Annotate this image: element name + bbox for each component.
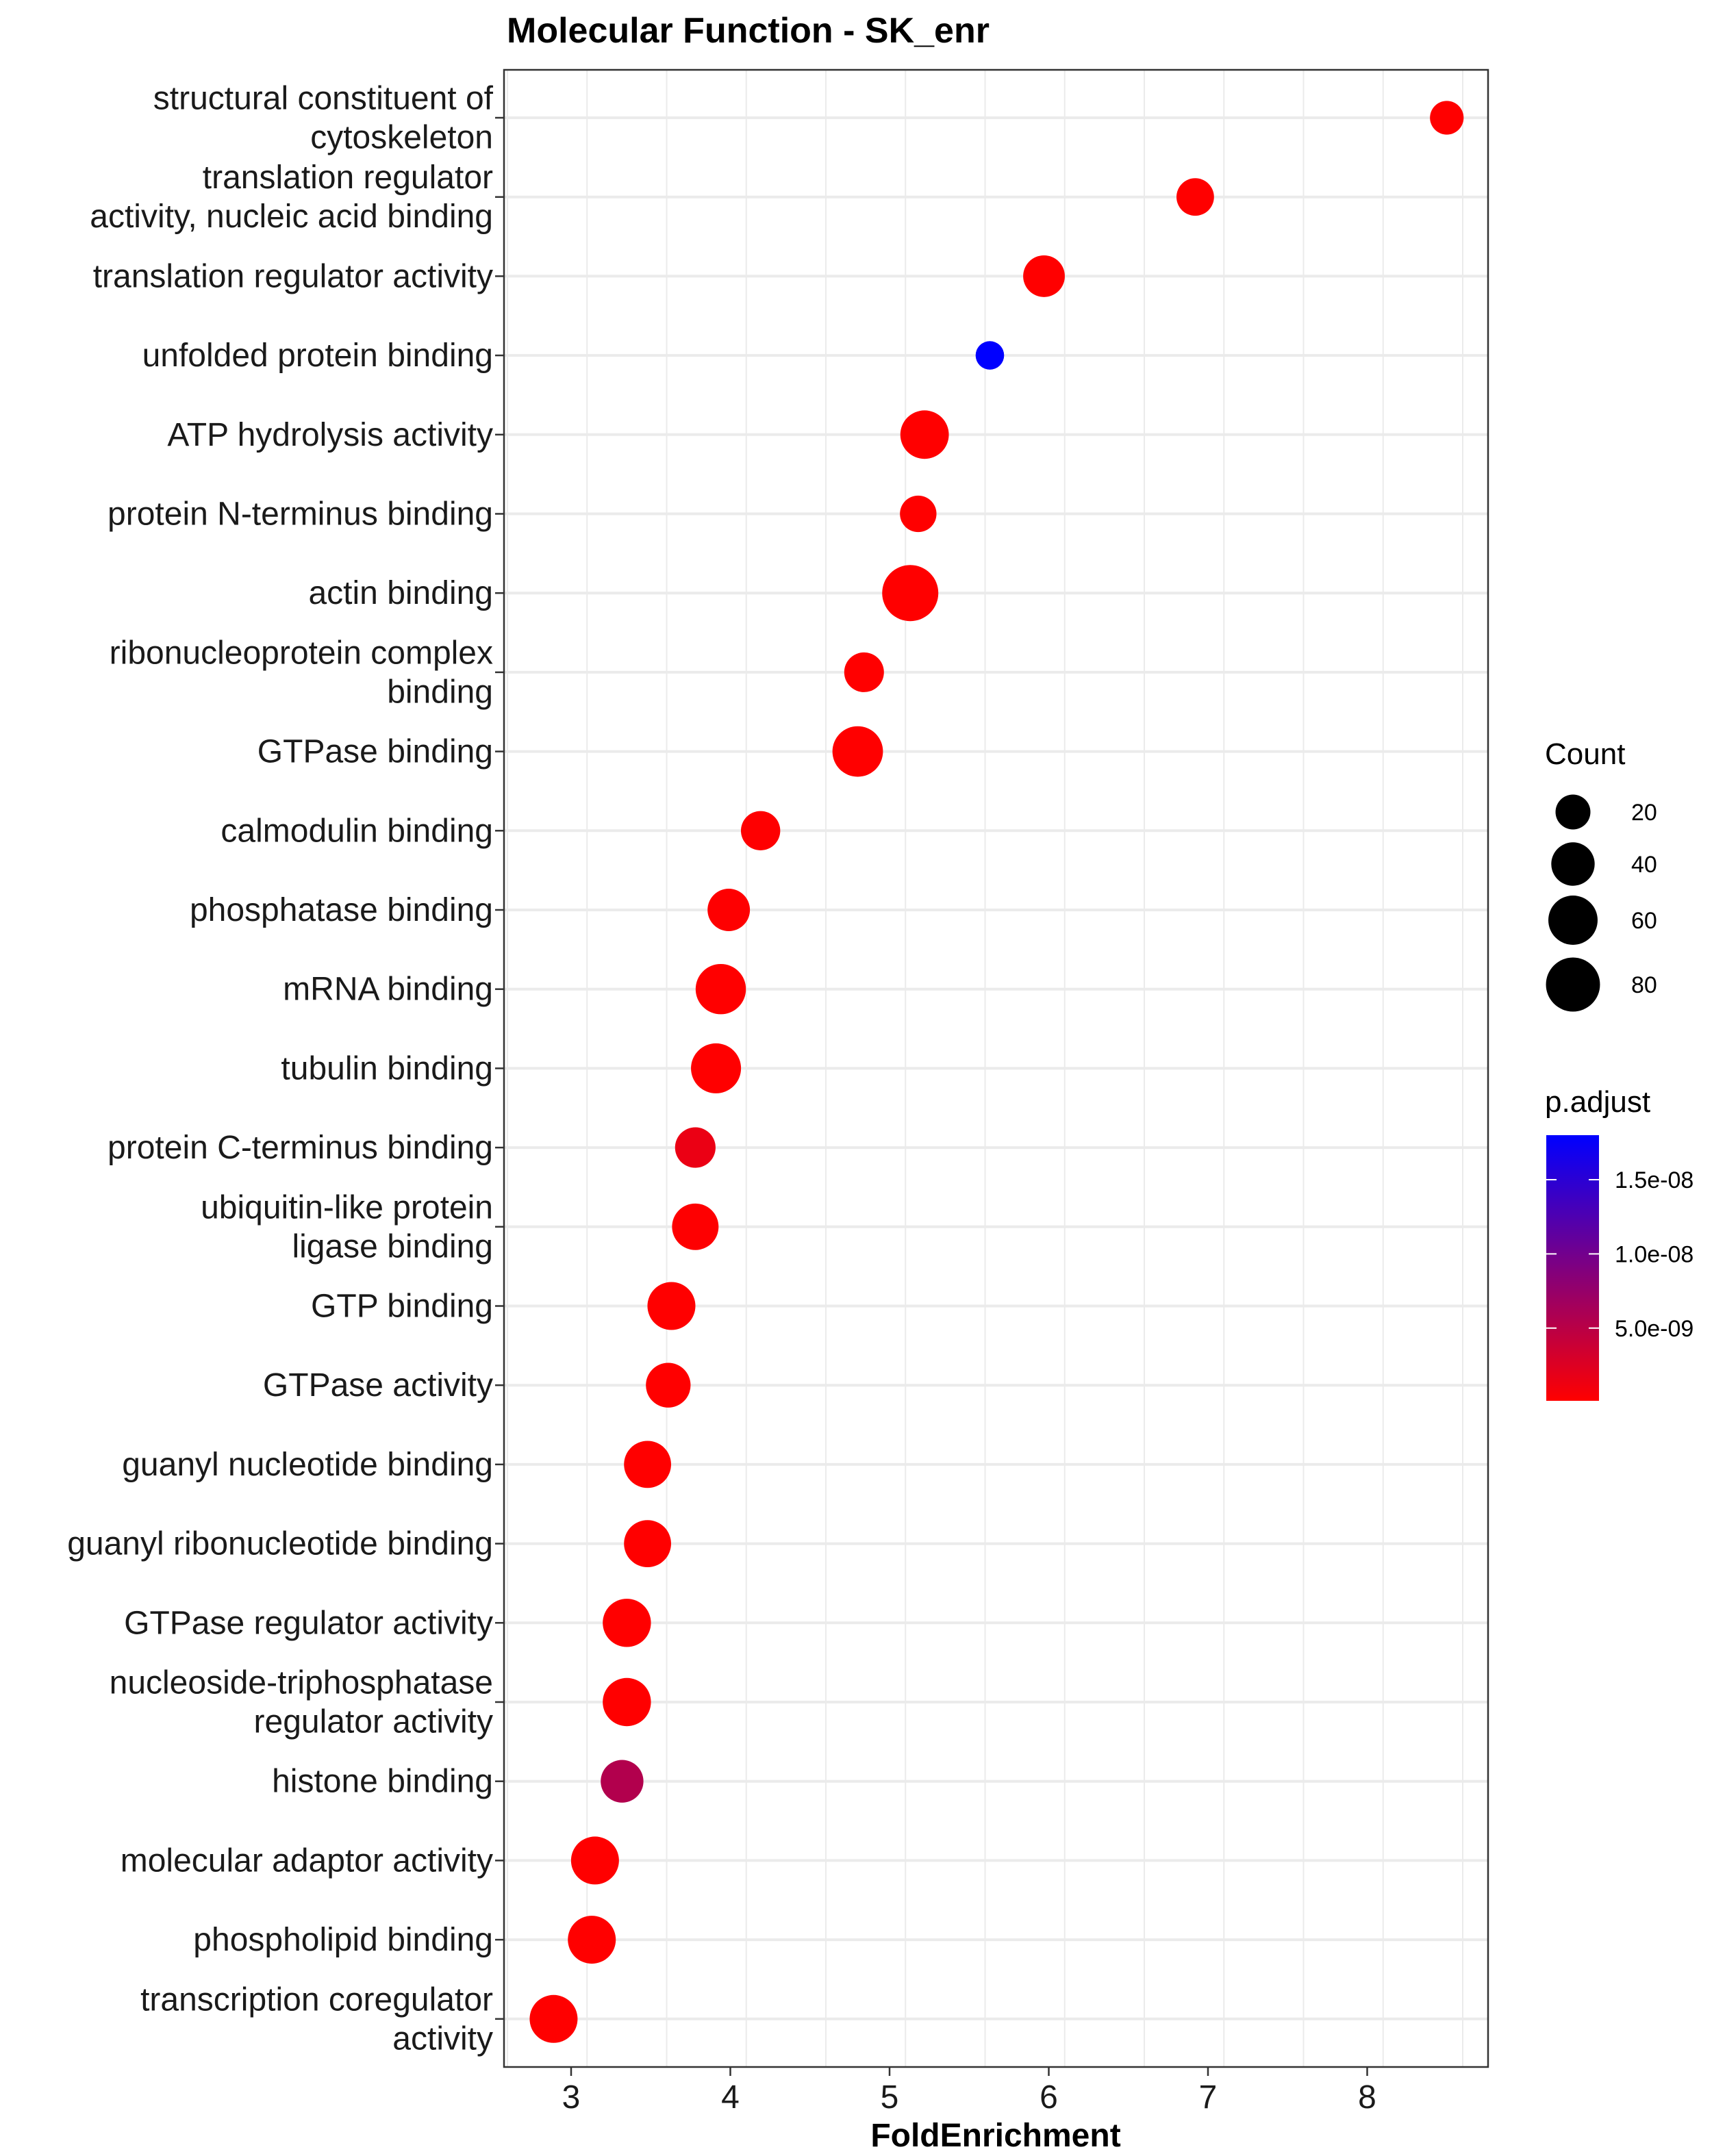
size-legend: Count 20 40 60 80 xyxy=(1545,737,1657,1012)
y-tick-label: phospholipid binding xyxy=(193,1922,493,1958)
data-point xyxy=(568,1916,616,1964)
data-point xyxy=(647,1282,696,1330)
y-tick-label: structural constituent of cytoskeleton xyxy=(153,81,494,156)
data-point xyxy=(707,889,751,931)
y-tick-label: nucleoside-triphosphatase regulator activ… xyxy=(110,1665,493,1740)
data-point xyxy=(603,1677,651,1727)
y-tick-label: GTPase activity xyxy=(263,1367,493,1404)
y-tick-label: ribonucleoprotein complex binding xyxy=(110,635,493,710)
chart-title: Molecular Function - SK_enr xyxy=(507,11,990,51)
y-tick-label: GTPase binding xyxy=(257,734,493,770)
size-legend-key xyxy=(1551,842,1595,886)
y-tick-label: tubulin binding xyxy=(281,1050,493,1087)
data-point xyxy=(844,652,884,692)
x-tick-label: 3 xyxy=(562,2079,581,2116)
size-legend-label: 20 xyxy=(1631,800,1657,826)
data-point xyxy=(603,1599,651,1647)
y-tick-label: actin binding xyxy=(308,575,493,611)
data-point xyxy=(1023,255,1065,297)
color-legend-title: p.adjust xyxy=(1545,1085,1650,1119)
y-tick-label: transcription coregulator activity xyxy=(140,1981,493,2057)
x-tick-label: 6 xyxy=(1040,2079,1058,2116)
y-tick-label: GTPase regulator activity xyxy=(124,1605,493,1641)
x-tick-label: 4 xyxy=(721,2079,740,2116)
size-legend-key xyxy=(1546,957,1600,1012)
y-tick-label: unfolded protein binding xyxy=(142,338,493,374)
data-point xyxy=(691,1043,742,1093)
y-tick-label: phosphatase binding xyxy=(190,892,493,928)
x-tick-label: 5 xyxy=(881,2079,899,2116)
grid-lines xyxy=(504,70,1488,2067)
x-axis-title: FoldEnrichment xyxy=(870,2118,1120,2154)
y-tick-label: calmodulin binding xyxy=(221,813,493,849)
size-legend-key xyxy=(1548,896,1598,945)
data-point xyxy=(900,410,949,459)
data-points xyxy=(529,101,1464,2043)
x-tick-label: 7 xyxy=(1199,2079,1218,2116)
size-legend-title: Count xyxy=(1545,737,1625,771)
data-point xyxy=(882,565,939,622)
y-axis: structural constituent of cytoskeletontra… xyxy=(67,81,504,2057)
y-tick-label: mRNA binding xyxy=(283,972,493,1008)
y-tick-label: translation regulator activity, nucleic a… xyxy=(90,160,493,235)
data-point xyxy=(646,1362,691,1408)
size-legend-key xyxy=(1555,794,1591,830)
data-point xyxy=(1430,101,1464,135)
data-point xyxy=(832,726,883,777)
data-point xyxy=(740,811,781,850)
data-point xyxy=(570,1836,619,1885)
color-legend-label: 1.0e-08 xyxy=(1615,1241,1693,1267)
y-tick-label: guanyl nucleotide binding xyxy=(122,1447,493,1483)
color-legend-label: 1.5e-08 xyxy=(1615,1167,1693,1193)
data-point xyxy=(601,1760,644,1803)
color-legend-label: 5.0e-09 xyxy=(1615,1316,1693,1342)
y-tick-label: protein C-terminus binding xyxy=(108,1130,493,1166)
x-tick-label: 8 xyxy=(1358,2079,1376,2116)
y-tick-label: ubiquitin-like protein ligase binding xyxy=(201,1189,493,1265)
y-tick-label: histone binding xyxy=(272,1764,493,1800)
x-axis: 3 4 5 6 7 8 xyxy=(562,2067,1376,2116)
data-point xyxy=(624,1520,671,1567)
size-legend-label: 60 xyxy=(1631,908,1657,934)
y-tick-label: molecular adaptor activity xyxy=(121,1842,493,1879)
color-legend-bar xyxy=(1546,1135,1599,1401)
data-point xyxy=(1176,178,1214,216)
y-tick-label: ATP hydrolysis activity xyxy=(167,417,493,453)
data-point xyxy=(900,495,937,533)
color-legend: p.adjust 5.0e-09 1.0e-08 1.5e-08 xyxy=(1545,1085,1693,1401)
data-point xyxy=(624,1441,671,1488)
data-point xyxy=(975,341,1005,370)
data-point xyxy=(675,1127,716,1168)
data-point xyxy=(529,1994,578,2043)
data-point xyxy=(695,963,746,1015)
size-legend-label: 40 xyxy=(1631,852,1657,878)
y-tick-label: GTP binding xyxy=(311,1289,493,1325)
size-legend-label: 80 xyxy=(1631,972,1657,998)
data-point xyxy=(672,1203,719,1250)
y-tick-label: guanyl ribonucleotide binding xyxy=(67,1526,493,1562)
y-tick-label: protein N-terminus binding xyxy=(108,496,493,533)
y-tick-label: translation regulator activity xyxy=(93,258,493,294)
